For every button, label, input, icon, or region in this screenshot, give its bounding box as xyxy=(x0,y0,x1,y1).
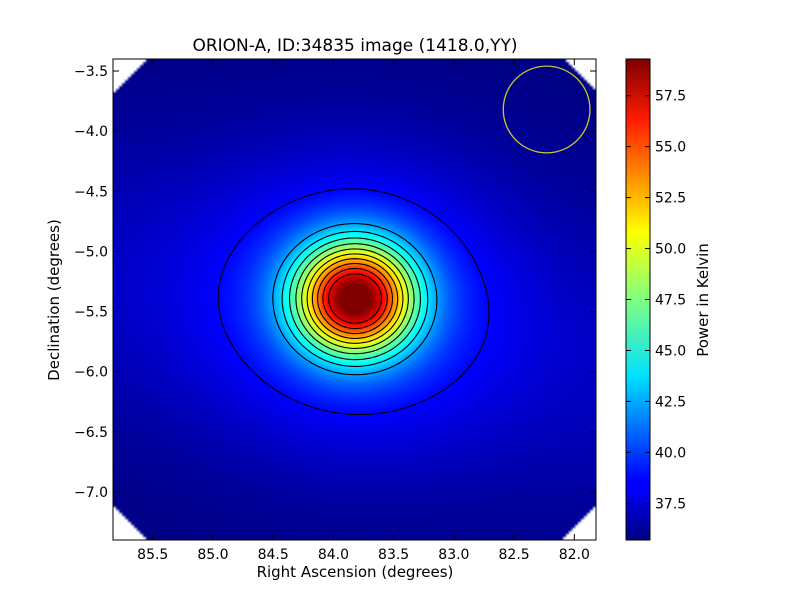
contour-line xyxy=(328,273,383,324)
colorbar-tick-label: 42.5 xyxy=(655,394,686,410)
colorbar-tick-label: 45.0 xyxy=(655,343,686,359)
contour-line xyxy=(317,262,394,335)
contour-line xyxy=(295,243,415,355)
contour-line xyxy=(301,248,409,349)
x-tick-label: 82.0 xyxy=(559,547,590,563)
y-axis-label: Declination (degrees) xyxy=(45,219,63,381)
contour-lines xyxy=(217,188,490,416)
colorbar-tick-label: 52.5 xyxy=(655,191,686,207)
contour-line xyxy=(322,267,388,330)
contour-line xyxy=(311,258,399,339)
y-tick-label: −6.0 xyxy=(74,365,108,381)
contour-line xyxy=(217,188,490,416)
y-tick-label: −6.5 xyxy=(74,425,108,441)
colorbar: 37.5 40.0 42.5 45.0 47.5 50.0 52.5 55.0 57.5 Pow… xyxy=(625,58,712,541)
colorbar-tick-label: 40.0 xyxy=(655,445,686,461)
x-axis-ticks: 85.5 85.0 84.5 84.0 83.5 83.0 82.5 82.0 xyxy=(137,59,590,563)
colorbar-tick-label: 57.5 xyxy=(655,89,686,105)
chart-title: ORION-A, ID:34835 image (1418.0,YY) xyxy=(192,36,517,56)
y-tick-label: −5.5 xyxy=(74,305,108,321)
colorbar-tick-label: 37.5 xyxy=(655,496,686,512)
contour-line xyxy=(288,237,421,361)
plot-area xyxy=(112,58,597,541)
colorbar-label: Power in Kelvin xyxy=(694,243,712,357)
x-axis-label: Right Ascension (degrees) xyxy=(257,563,454,581)
beam-circle xyxy=(502,65,591,154)
contour-line xyxy=(306,253,404,344)
y-tick-label: −5.0 xyxy=(74,244,108,260)
colorbar-tick-label: 47.5 xyxy=(655,293,686,309)
x-tick-label: 83.0 xyxy=(438,547,469,563)
y-tick-label: −3.5 xyxy=(74,64,108,80)
plot-frame xyxy=(112,58,597,541)
x-tick-label: 82.5 xyxy=(499,547,530,563)
x-tick-label: 84.5 xyxy=(258,547,289,563)
y-tick-label: −4.5 xyxy=(74,184,108,200)
y-tick-label: −4.0 xyxy=(74,124,108,140)
x-tick-label: 84.0 xyxy=(318,547,349,563)
colorbar-ticks: 37.5 40.0 42.5 45.0 47.5 50.0 52.5 55.0 57.5 xyxy=(626,89,686,512)
contour-line xyxy=(272,223,438,376)
y-axis-ticks: −3.5 −4.0 −4.5 −5.0 −5.5 −6.0 −6.5 −7.0 xyxy=(74,64,596,501)
x-tick-label: 85.0 xyxy=(197,547,228,563)
colorbar-tick-label: 50.0 xyxy=(655,242,686,258)
x-tick-label: 85.5 xyxy=(137,547,168,563)
contour-line xyxy=(281,230,429,367)
x-tick-label: 83.5 xyxy=(378,547,409,563)
y-tick-label: −7.0 xyxy=(74,485,108,501)
heatmap-image xyxy=(113,59,596,540)
colorbar-tick-label: 55.0 xyxy=(655,140,686,156)
